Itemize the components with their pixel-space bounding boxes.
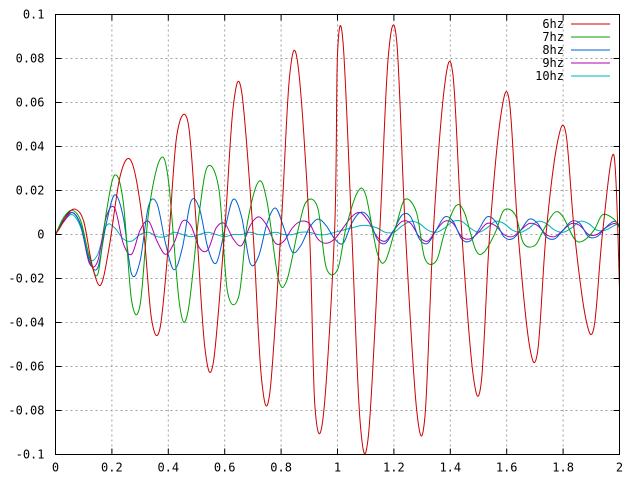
y-tick-label: 0.02 (16, 184, 45, 198)
legend-label-7hz: 7hz (542, 30, 564, 44)
x-tick-label: 1.2 (383, 461, 405, 475)
series-line-6hz (55, 24, 620, 455)
x-tick-label: 1.6 (496, 461, 518, 475)
legend-label-10hz: 10hz (535, 69, 564, 83)
series-lines (55, 24, 620, 455)
x-tick-label: 0.2 (101, 461, 123, 475)
axis-ticks (55, 14, 620, 455)
x-tick-label: 2 (616, 461, 623, 475)
x-tick-label: 0.4 (157, 461, 179, 475)
y-tick-label: -0.06 (8, 360, 44, 374)
y-tick-label: -0.1 (16, 448, 45, 462)
y-tick-label: -0.04 (8, 316, 44, 330)
x-tick-label: 0.6 (214, 461, 236, 475)
legend-label-9hz: 9hz (542, 56, 564, 70)
x-tick-label: 0.8 (270, 461, 292, 475)
x-tick-label: 1 (334, 461, 341, 475)
legend-label-8hz: 8hz (542, 43, 564, 57)
y-tick-label: 0.06 (16, 96, 45, 110)
x-tick-label: 1.4 (439, 461, 461, 475)
series-line-9hz (55, 205, 620, 268)
x-axis-tick-labels: 0 0.2 0.4 0.6 0.8 1 1.2 1.4 1.6 1.8 2 (52, 461, 623, 475)
legend-label-6hz: 6hz (542, 17, 564, 31)
y-tick-label: 0.08 (16, 52, 45, 66)
y-tick-label: 0.04 (16, 140, 45, 154)
series-line-7hz (55, 156, 620, 323)
x-tick-label: 1.8 (552, 461, 574, 475)
x-tick-label: 0 (52, 461, 59, 475)
y-tick-label: 0.1 (23, 8, 45, 22)
series-line-10hz (55, 214, 620, 262)
y-tick-label: -0.02 (8, 272, 44, 286)
y-tick-label: 0 (37, 228, 44, 242)
y-tick-label: -0.08 (8, 404, 44, 418)
y-axis-tick-labels: 0.1 0.08 0.06 0.04 0.02 0 -0.02 -0.04 -0.06 -0.08… (8, 8, 44, 462)
